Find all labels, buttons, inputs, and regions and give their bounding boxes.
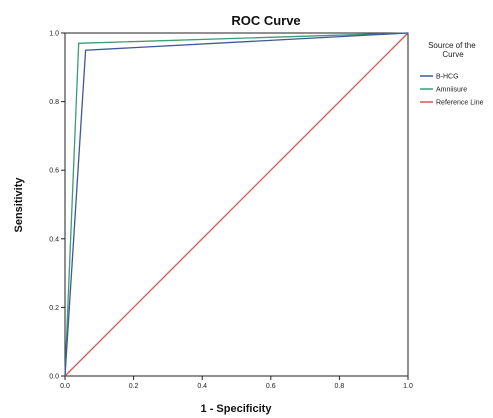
x-tick-label: 0.4 — [197, 383, 207, 390]
y-tick-label: 1.0 — [49, 31, 59, 38]
x-tick-label: 0.8 — [335, 383, 345, 390]
series-line-reference-line — [64, 32, 409, 377]
plot-frame — [64, 32, 409, 377]
x-tick-label: 0.2 — [129, 383, 139, 390]
series-lines — [64, 32, 409, 377]
y-tick-label: 0.6 — [49, 168, 59, 175]
y-tick-label: 0.4 — [49, 236, 59, 243]
series-line-b-hcg — [64, 32, 409, 377]
y-axis: 0.0 0.2 0.4 0.6 0.8 1.0 — [49, 31, 65, 381]
legend-entry-label: Reference Line — [436, 100, 484, 107]
x-tick-label: 1.0 — [403, 383, 413, 390]
legend-title: Source of the Curve — [428, 41, 478, 59]
chart-title: ROC Curve — [231, 13, 300, 28]
x-axis: 0.0 0.2 0.4 0.6 0.8 1.0 — [60, 376, 413, 390]
legend-title-line-2: Curve — [442, 50, 464, 59]
x-tick-label: 0.6 — [266, 383, 276, 390]
y-tick-label: 0.0 — [49, 374, 59, 381]
legend-entry-label: Amniisure — [436, 87, 467, 94]
legend-entry-label: B-HCG — [436, 74, 459, 81]
legend-title-line-1: Source of the — [428, 41, 476, 50]
y-tick-label: 0.8 — [49, 99, 59, 106]
y-axis-label: Sensitivity — [13, 177, 25, 233]
x-tick-label: 0.0 — [60, 383, 70, 390]
x-axis-label: 1 - Specificity — [201, 403, 273, 415]
y-tick-label: 0.2 — [49, 305, 59, 312]
series-line-amniisure — [64, 32, 409, 377]
legend: Source of the Curve B-HCG Amniisure Refere… — [420, 41, 484, 107]
